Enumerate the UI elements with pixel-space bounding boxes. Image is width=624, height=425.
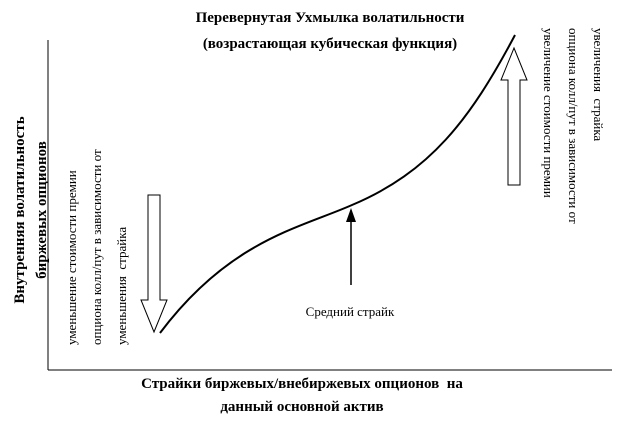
left-note: уменьшение стоимости премии [64,170,79,345]
x-axis-label: данный основной актив [220,399,383,415]
left-note: опциона колл/пут в зависимости от [89,149,104,345]
middle-label: Средний страйк [306,304,395,319]
middle-arrow-head [346,208,356,222]
up-arrow [500,46,528,186]
down-arrow [140,194,168,334]
right-note: опциона колл/пут в зависимости от [566,28,581,224]
x-axis-label: Страйки биржевых/внебиржевых опционов на [141,376,463,392]
title-line: (возрастающая кубическая функция) [203,36,457,52]
y-axis-label: биржевых опционов [34,141,50,279]
title-line: Перевернутая Ухмылка волатильности [196,10,465,26]
left-note: уменьшения страйка [114,227,129,345]
right-note: увеличения страйка [591,28,606,141]
volatility-curve [159,34,516,334]
y-axis-label: Внутренняя волатильность [12,116,28,303]
right-note: увеличение стоимости премии [541,28,556,198]
